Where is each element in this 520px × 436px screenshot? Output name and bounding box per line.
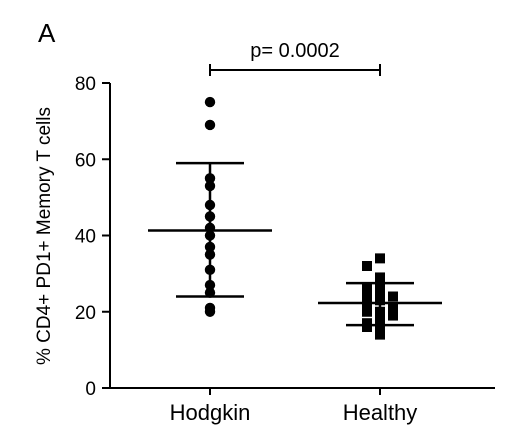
hodgkin-data-point — [204, 211, 216, 222]
hodgkin-data-point — [204, 96, 216, 108]
y-tick-label: 60 — [75, 150, 96, 171]
hodgkin-data-point — [204, 199, 216, 211]
healthy-data-point — [388, 310, 398, 321]
hodgkin-data-point — [204, 180, 216, 192]
healthy-data-point — [375, 280, 385, 291]
healthy-data-point — [388, 291, 398, 302]
hodgkin-data-point — [204, 173, 216, 184]
y-axis-title: % CD4+ PD1+ Memory T cells — [34, 107, 55, 365]
y-tick-label: 0 — [85, 379, 96, 400]
healthy-data-point — [375, 272, 385, 283]
y-tick-label: 40 — [75, 227, 96, 248]
hodgkin-data-point — [204, 249, 216, 260]
hodgkin-data-point — [204, 264, 216, 276]
healthy-data-point — [375, 322, 385, 332]
hodgkin-data-point — [204, 119, 216, 131]
p-value-label: p= 0.0002 — [250, 40, 340, 62]
panel-label: A — [38, 18, 56, 48]
x-category-label: Hodgkin — [170, 400, 251, 425]
healthy-data-point — [362, 261, 372, 271]
hodgkin-data-point — [204, 287, 216, 298]
healthy-data-point — [375, 295, 385, 306]
hodgkin-data-point — [204, 222, 216, 234]
healthy-data-point — [362, 299, 372, 310]
healthy-data-point — [375, 287, 385, 298]
healthy-data-point — [375, 306, 385, 317]
y-tick-label: 20 — [75, 303, 96, 324]
healthy-data-point — [375, 329, 385, 340]
healthy-data-point — [375, 314, 385, 325]
healthy-data-point — [362, 306, 372, 317]
healthy-data-point — [362, 283, 372, 294]
healthy-data-point — [388, 302, 398, 313]
healthy-data-point — [362, 291, 372, 302]
hodgkin-data-point — [204, 230, 216, 241]
healthy-data-point — [362, 322, 372, 332]
healthy-data-point — [375, 253, 385, 264]
hodgkin-data-point — [204, 306, 216, 317]
x-category-label: Healthy — [343, 400, 418, 425]
y-tick-label: 80 — [75, 74, 96, 95]
hodgkin-data-point — [204, 241, 216, 253]
hodgkin-data-point — [204, 279, 216, 291]
